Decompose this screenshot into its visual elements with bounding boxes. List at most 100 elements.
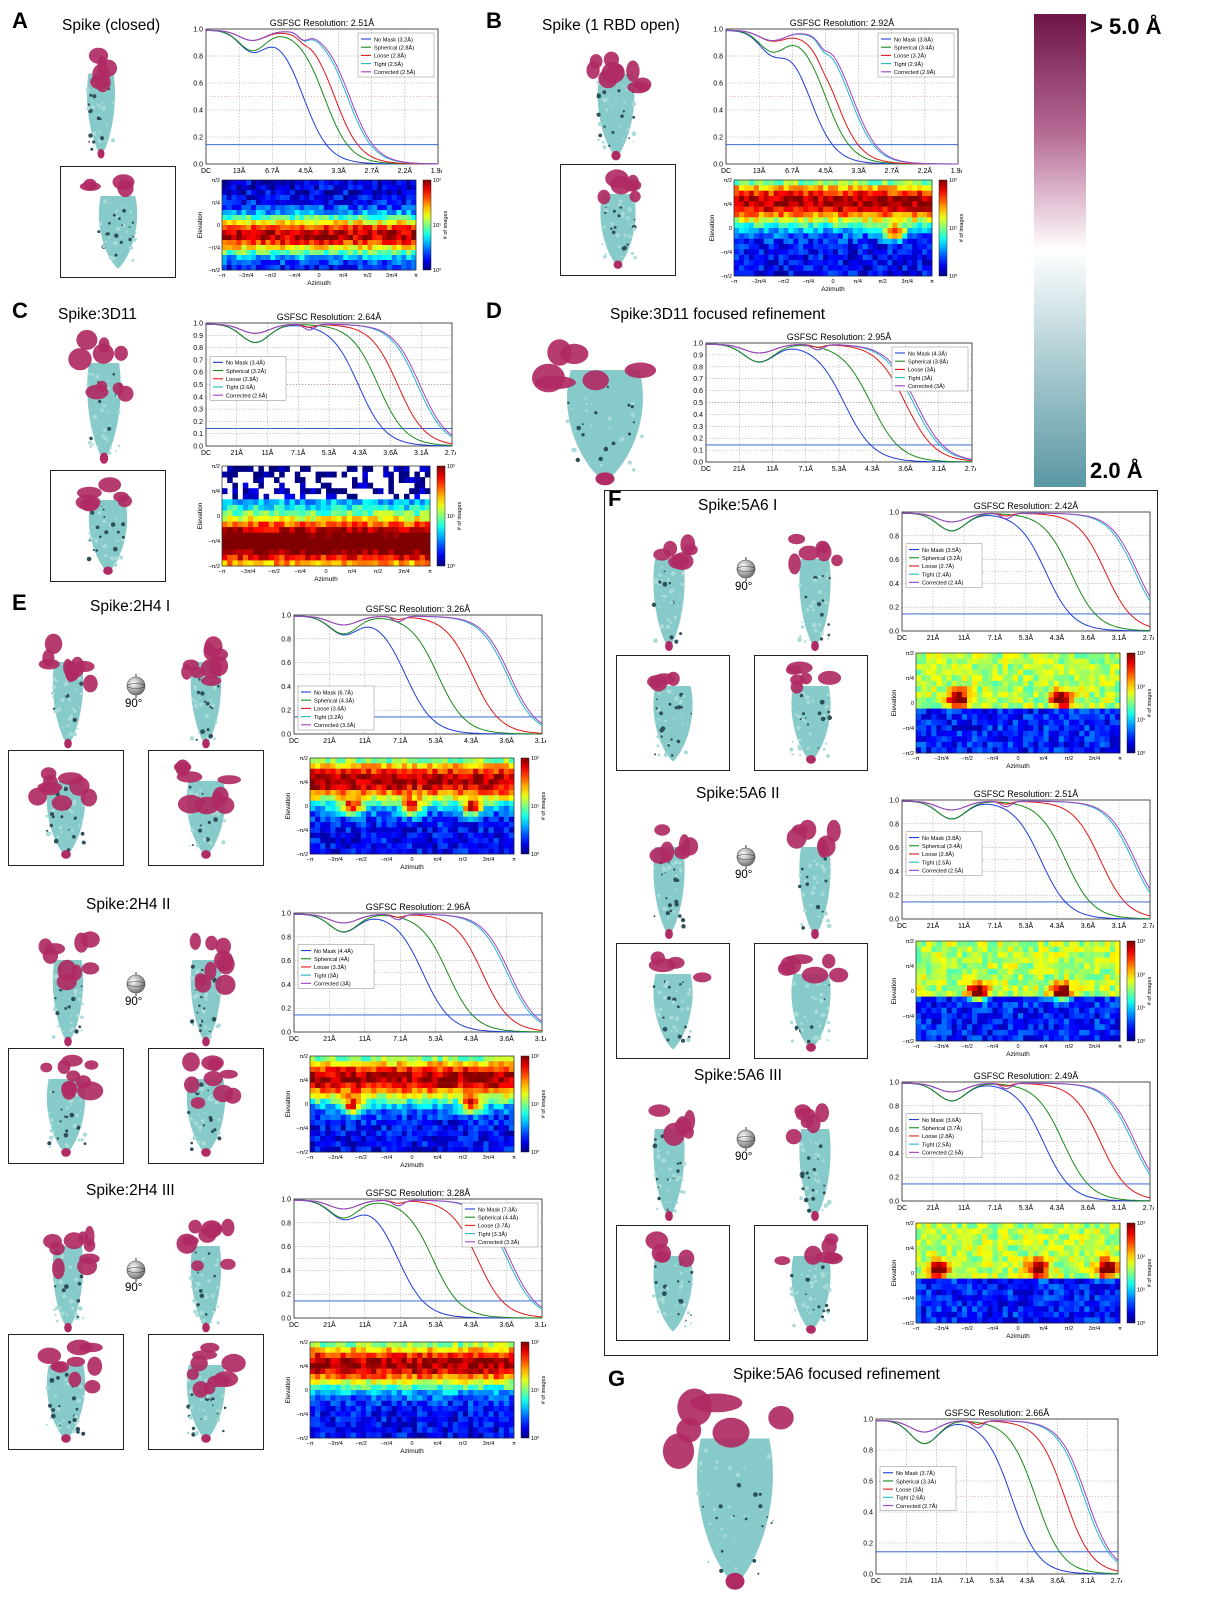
heatmap-cbar-tick: 10³ <box>1137 1221 1145 1227</box>
fsc-xtick: DC <box>289 1322 299 1329</box>
fsc-ytick: 0.6 <box>889 1127 899 1134</box>
fsc-title: GSFSC Resolution: 2.95Å <box>787 332 892 342</box>
fsc-xtick: 3.3Å <box>851 166 866 175</box>
heatmap-cbar-tick: 10⁰ <box>949 273 958 280</box>
density-map <box>181 636 229 749</box>
rotation-sphere-icon <box>126 1258 146 1282</box>
fsc-xtick: 3.6Å <box>1081 633 1096 642</box>
heatmap-xlabel: Azimuth <box>307 280 331 287</box>
heatmap-cbar-tick: 10¹ <box>949 226 957 232</box>
fsc-ytick: 0.6 <box>889 845 899 852</box>
fsc-ytick: 0.8 <box>889 533 899 540</box>
heatmap-cbar-label: # of images <box>457 502 463 531</box>
fsc-legend: No Mask (3.2Å) Spherical (2.8Å)Loose (2.8… <box>357 32 435 78</box>
fsc-curve-corrected <box>902 1082 1151 1172</box>
heatmap-cbar-tick: 10² <box>531 756 539 762</box>
heatmap-xtick: π/4 <box>433 1441 441 1447</box>
heatmap-ytick: π/2 <box>300 1054 308 1060</box>
heatmap-xtick: 0 <box>410 1155 413 1161</box>
heatmap-xtick: π <box>512 1155 516 1161</box>
fsc-curve-spherical <box>901 800 1150 920</box>
fsc-legend-entry: Spherical (3.4Å) <box>922 843 962 850</box>
heatmap-ytick: π/4 <box>212 489 220 495</box>
fsc-legend-entry: Tight (3.3Å) <box>478 1231 507 1238</box>
heatmap-cbar-tick: 10⁰ <box>531 851 540 858</box>
heatmap-xtick: 3π/4 <box>1089 1044 1100 1050</box>
heatmap-cbar-tick: 10⁰ <box>531 1149 540 1156</box>
fsc-xtick: DC <box>897 1205 907 1212</box>
heatmap-frame <box>309 1341 515 1439</box>
fsc-xtick: 4.3Å <box>1050 921 1065 930</box>
fsc-legend-entry: Spherical (4.3Å) <box>314 698 354 705</box>
fsc-legend: No Mask (3.8Å)Spherical (3.4Å)Loose (2.8… <box>905 831 983 876</box>
fsc-xtick: 11Å <box>359 1034 371 1043</box>
heatmap-xtick: −3π/4 <box>934 756 949 762</box>
fsc-ytick: 1.0 <box>281 911 291 918</box>
heatmap-frame <box>221 179 417 271</box>
fsc-ytick: 0.9 <box>693 352 703 359</box>
heatmap-cbar-tick: 10² <box>531 1054 539 1060</box>
fsc-chart: GSFSC Resolution: 2.95Å DC 21Å 11Å 7.1Å 5.3Å 4… <box>693 332 976 473</box>
fsc-ytick: 0.6 <box>281 958 291 965</box>
density-map <box>648 951 712 1050</box>
rotation-label: 90° <box>125 1282 143 1294</box>
fsc-legend-entry: Spherical (3.4Å) <box>894 45 934 52</box>
heatmap-xtick: −π/4 <box>987 756 999 762</box>
heatmap-ytick: π/2 <box>724 178 732 184</box>
fsc-xtick: 5.3Å <box>1019 1203 1034 1212</box>
fsc-legend-entry: Corrected (2.5Å) <box>922 868 963 875</box>
heatmap-ylabel: Elevation <box>285 1376 292 1403</box>
heatmap-chart: −π −3π/4 −π/2 −π/4 0 π/4 π/2 3π/4 π π/2 π/4 0 −π/4 −π… <box>891 939 1153 1058</box>
fsc-xtick: 11Å <box>958 1203 970 1212</box>
heatmap-cbar-tick: 10¹ <box>531 804 539 810</box>
fsc-ytick: 1.0 <box>863 1417 873 1424</box>
heatmap-xlabel: Azimuth <box>314 576 338 583</box>
fsc-xtick: 1.9Å <box>951 166 962 175</box>
fsc-curve-spherical <box>293 615 542 735</box>
heatmap-xtick: π/2 <box>374 569 382 575</box>
heatmap-ytick: −π/4 <box>720 250 732 256</box>
heatmap-ytick: −π/2 <box>902 1321 914 1327</box>
fsc-xtick: 1.9Å <box>431 166 442 175</box>
rotation-sphere-icon <box>736 557 756 581</box>
heatmap-ytick: π/2 <box>212 178 220 184</box>
fsc-ytick: 0.0 <box>889 1199 899 1206</box>
heatmap-xtick: −3π/4 <box>328 1441 343 1447</box>
fsc-xtick: 21Å <box>900 1576 913 1585</box>
fsc-ytick: 0.8 <box>193 345 203 352</box>
heatmap-cbar-tick: 10⁰ <box>447 563 456 570</box>
fsc-ytick: 0.2 <box>693 436 703 443</box>
fsc-xtick: DC <box>871 1578 881 1585</box>
heatmap-ytick: π/4 <box>212 201 220 207</box>
heatmap-xtick: −π/2 <box>355 857 367 863</box>
heatmap-xtick: π <box>1118 1044 1122 1050</box>
fsc-xtick: 3.1Å <box>932 464 947 473</box>
heatmap-frame <box>915 1222 1121 1324</box>
heatmap-chart: −π −3π/4 −π/2 −π/4 0 π/4 π/2 3π/4 π π/2 π/4 0 −π/4 −π… <box>891 1221 1153 1340</box>
fsc-xtick: 4.3Å <box>464 736 479 745</box>
heatmap-ytick: π/4 <box>906 676 914 682</box>
heatmap-xtick: −π/2 <box>355 1441 367 1447</box>
density-map <box>785 1103 832 1222</box>
heatmap-ytick: −π/4 <box>208 539 220 545</box>
heatmap-ytick: −π/2 <box>720 274 732 280</box>
fsc-xtick: 4.3Å <box>865 464 880 473</box>
panel-label-e: E <box>12 590 27 615</box>
fsc-xtick: 7.1Å <box>393 1034 408 1043</box>
fsc-xtick: 11Å <box>958 921 970 930</box>
rotation-label: 90° <box>735 1151 753 1163</box>
fsc-legend-entry: Loose (3.7Å) <box>478 1223 510 1230</box>
heatmap-ytick: 0 <box>305 804 308 810</box>
panel-label-b: B <box>486 8 502 33</box>
panel-title-b: Spike (1 RBD open) <box>542 17 680 34</box>
fsc-curve-corrected <box>726 29 958 165</box>
heatmap-xtick: −3π/4 <box>934 1044 949 1050</box>
fsc-xtick: 21Å <box>323 1320 336 1329</box>
fsc-chart: GSFSC Resolution: 3.28Å DC 21Å 11Å 7.1Å 5.3Å 4… <box>281 1188 546 1329</box>
heatmap-cbar-tick: 10³ <box>1137 939 1145 945</box>
heatmap-cbar-tick: 10¹ <box>447 514 455 520</box>
heatmap-ytick: 0 <box>911 1271 914 1277</box>
fsc-ytick: 0.3 <box>193 407 203 414</box>
fsc-xtick: 13Å <box>753 166 766 175</box>
fsc-xtick: 2.7Å <box>885 166 900 175</box>
